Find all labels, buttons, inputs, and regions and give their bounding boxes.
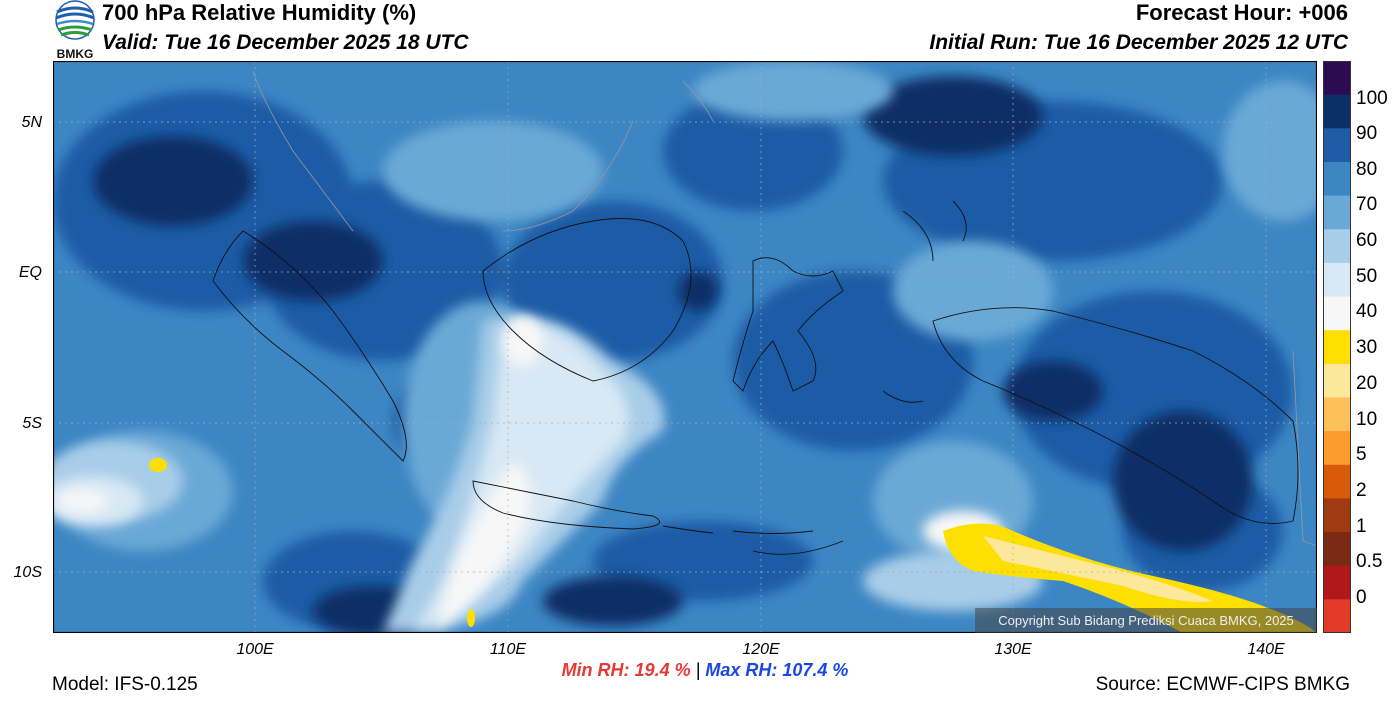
min-rh-label: Min RH: (561, 660, 630, 680)
colorbar-segment (1323, 599, 1351, 633)
lon-label-130e: 130E (994, 641, 1032, 658)
copyright-notice: Copyright Sub Bidang Prediksi Cuaca BMKG… (975, 608, 1317, 633)
lon-label-110e: 110E (489, 641, 527, 658)
max-rh-value: 107.4 % (782, 660, 849, 680)
colorbar-label: 20 (1356, 373, 1378, 394)
colorbar-label: 40 (1356, 301, 1378, 322)
colorbar-segment (1323, 464, 1351, 499)
map-frame (53, 61, 1317, 633)
colorbar-label: 0 (1356, 587, 1367, 608)
rh-90-100-patches (93, 76, 1253, 633)
colorbar-segment (1323, 363, 1351, 398)
lon-label-100e: 100E (236, 641, 274, 658)
colorbar (1323, 61, 1351, 633)
colorbar-segment (1323, 296, 1351, 331)
dry-band-southeast (149, 458, 1317, 633)
model-label: Model: IFS-0.125 (52, 674, 198, 695)
colorbar-segment (1323, 195, 1351, 230)
lat-label-5n: 5N (21, 114, 42, 131)
source-label: Source: ECMWF-CIPS BMKG (1095, 674, 1350, 695)
colorbar-label: 0.5 (1356, 551, 1383, 572)
colorbar-segment (1323, 397, 1351, 432)
colorbar-segment (1323, 128, 1351, 163)
max-rh-label: Max RH: (705, 660, 778, 680)
colorbar-label: 5 (1356, 444, 1367, 465)
colorbar-label: 80 (1356, 159, 1378, 180)
colorbar-label: 70 (1356, 194, 1378, 215)
borders-grey (252, 70, 1317, 547)
colorbar-segment (1323, 161, 1351, 197)
logo-text: BMKG (57, 47, 94, 60)
colorbar-label: 90 (1356, 123, 1378, 144)
coastlines (212, 200, 1299, 555)
colorbar-label: 100 (1356, 88, 1388, 109)
colorbar-segment (1323, 498, 1351, 533)
rh-stats: Min RH: 19.4 % | Max RH: 107.4 % (0, 660, 1400, 681)
gridlines (53, 61, 1317, 633)
colorbar-segment (1323, 94, 1351, 129)
valid-time: Valid: Tue 16 December 2025 18 UTC (102, 31, 469, 54)
lat-label-5s: 5S (22, 415, 42, 432)
colorbar-segment (1323, 262, 1351, 298)
colorbar-segment (1323, 532, 1351, 567)
colorbar-label: 2 (1356, 480, 1367, 501)
colorbar-segment (1323, 565, 1351, 600)
colorbar-segment (1323, 61, 1351, 96)
colorbar-label: 1 (1356, 516, 1367, 537)
stats-separator: | (695, 660, 701, 680)
rh-near-40-core (58, 316, 1003, 633)
lon-label-120e: 120E (742, 641, 780, 658)
map-title: 700 hPa Relative Humidity (%) (102, 0, 417, 25)
humidity-map (53, 61, 1317, 633)
lon-label-140e: 140E (1247, 641, 1285, 658)
colorbar-segment (1323, 229, 1351, 264)
colorbar-segment (1323, 431, 1351, 466)
colorbar-label: 10 (1356, 409, 1378, 430)
colorbar-frame (1323, 61, 1351, 633)
colorbar-label: 30 (1356, 337, 1378, 358)
colorbar-label: 50 (1356, 266, 1378, 287)
min-rh-value: 19.4 % (634, 660, 691, 680)
forecast-hour: Forecast Hour: +006 (1135, 0, 1348, 25)
lat-label-eq: EQ (18, 264, 42, 281)
initial-run: Initial Run: Tue 16 December 2025 12 UTC (929, 31, 1348, 54)
colorbar-segment (1323, 330, 1351, 365)
colorbar-label: 60 (1356, 230, 1378, 251)
bmkg-logo: BMKG (55, 0, 95, 60)
lat-label-10s: 10S (13, 564, 42, 581)
